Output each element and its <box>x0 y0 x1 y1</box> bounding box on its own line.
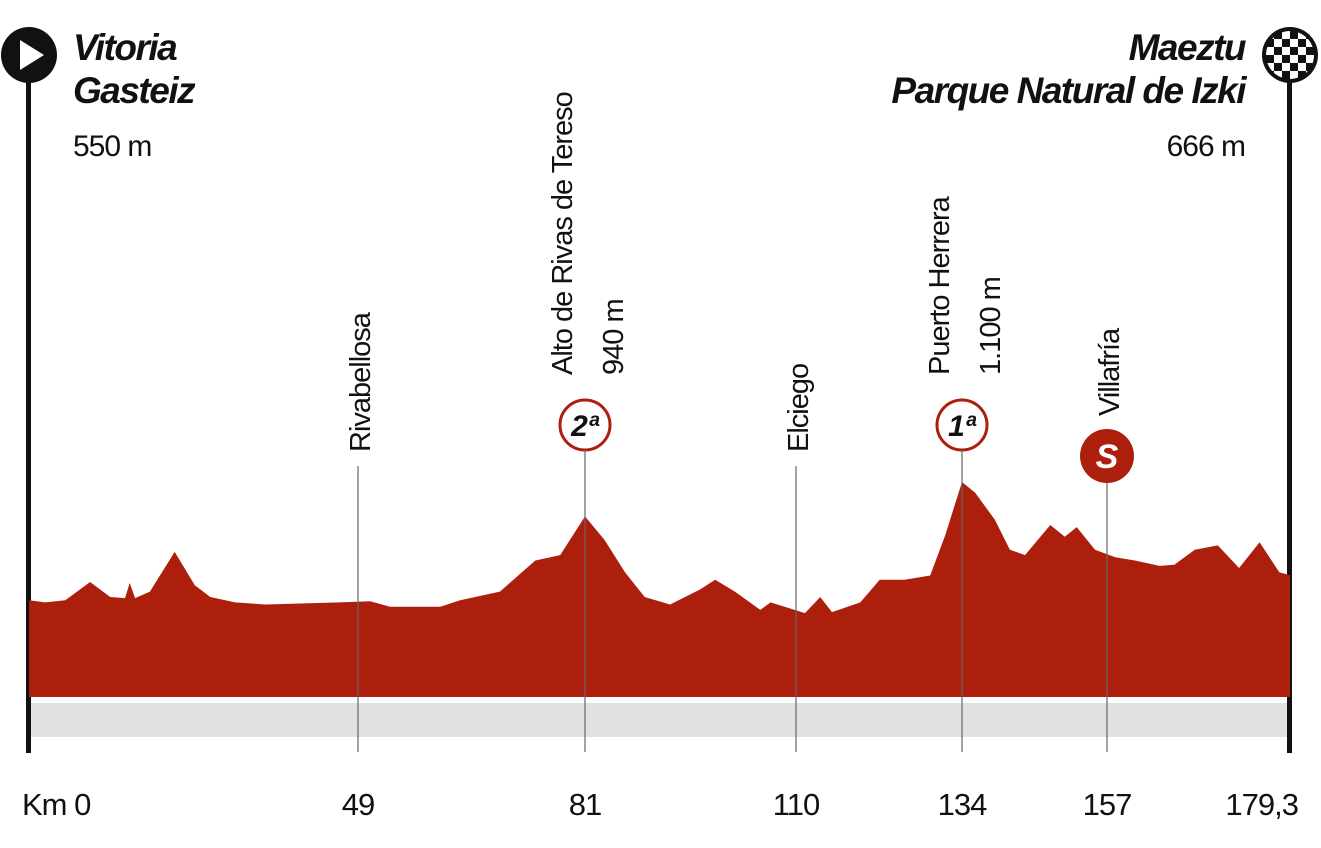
waypoint-elevation: 1.100 m <box>975 277 1007 375</box>
road-band <box>29 703 1290 737</box>
finish-name: Parque Natural de Izki <box>891 70 1247 111</box>
category-label: 2ª <box>570 410 600 443</box>
start-elevation: 550 m <box>73 130 151 163</box>
finish-pole <box>1287 55 1292 753</box>
start-pole <box>26 55 31 753</box>
waypoint-elevation: 940 m <box>598 299 630 375</box>
sprint-label: S <box>1096 438 1119 476</box>
sprint-badge <box>1080 429 1134 483</box>
waypoint-name: Villafría <box>1094 327 1126 416</box>
x-tick-label: 81 <box>569 787 601 822</box>
waypoint-name: Rivabellosa <box>345 311 377 452</box>
start-name: Gasteiz <box>73 70 196 111</box>
x-tick-label: Km 0 <box>22 787 91 822</box>
x-tick-label: 157 <box>1083 787 1132 822</box>
x-tick-label: 134 <box>938 787 987 822</box>
waypoint-name: Elciego <box>783 364 815 452</box>
x-tick-label: 110 <box>773 787 820 822</box>
start-icon <box>1 27 57 83</box>
waypoint-name: Puerto Herrera <box>924 195 956 375</box>
finish-icon <box>1262 27 1318 83</box>
finish-name: Maeztu <box>1129 27 1246 68</box>
x-tick-label: 179,3 <box>1225 787 1298 822</box>
x-tick-label: 49 <box>342 787 374 822</box>
elevation-profile <box>29 482 1290 697</box>
waypoint-name: Alto de Rivas de Tereso <box>547 92 579 375</box>
start-name: Vitoria <box>73 27 177 68</box>
finish-elevation: 666 m <box>1167 130 1245 163</box>
category-label: 1ª <box>948 410 977 443</box>
